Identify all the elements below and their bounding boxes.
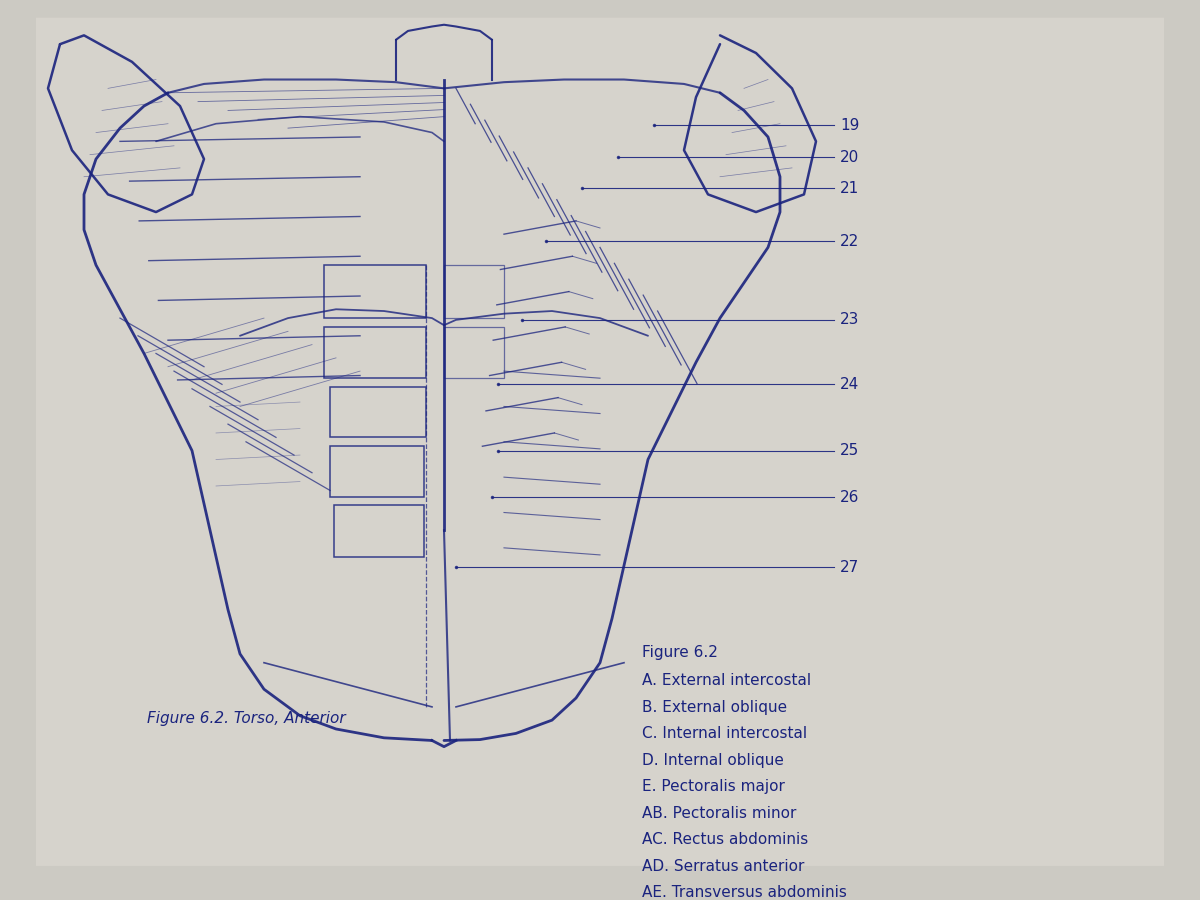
Text: Figure 6.2: Figure 6.2 [642, 645, 718, 660]
Text: 22: 22 [840, 234, 859, 248]
Text: C. Internal intercostal: C. Internal intercostal [642, 726, 808, 742]
Text: AD. Serratus anterior: AD. Serratus anterior [642, 859, 804, 874]
Bar [444, 327, 504, 378]
Bar [330, 446, 424, 497]
Bar [324, 327, 426, 378]
Text: D. Internal oblique: D. Internal oblique [642, 752, 784, 768]
Text: 24: 24 [840, 377, 859, 392]
Text: AE. Transversus abdominis: AE. Transversus abdominis [642, 886, 847, 900]
Text: A. External intercostal: A. External intercostal [642, 673, 811, 689]
Text: 20: 20 [840, 149, 859, 165]
Bar [334, 506, 424, 557]
Text: 26: 26 [840, 490, 859, 505]
Text: AC. Rectus abdominis: AC. Rectus abdominis [642, 832, 809, 848]
Bar [324, 266, 426, 318]
Text: E. Pectoralis major: E. Pectoralis major [642, 779, 785, 795]
Text: Figure 6.2. Torso, Anterior: Figure 6.2. Torso, Anterior [146, 711, 346, 726]
Text: 19: 19 [840, 118, 859, 133]
Bar [444, 266, 504, 318]
Text: 27: 27 [840, 560, 859, 575]
Text: 21: 21 [840, 181, 859, 195]
Text: B. External oblique: B. External oblique [642, 700, 787, 715]
Text: 23: 23 [840, 312, 859, 328]
FancyBboxPatch shape [36, 18, 1164, 866]
Bar [330, 387, 426, 437]
Text: AB. Pectoralis minor: AB. Pectoralis minor [642, 806, 797, 821]
Text: 25: 25 [840, 443, 859, 458]
